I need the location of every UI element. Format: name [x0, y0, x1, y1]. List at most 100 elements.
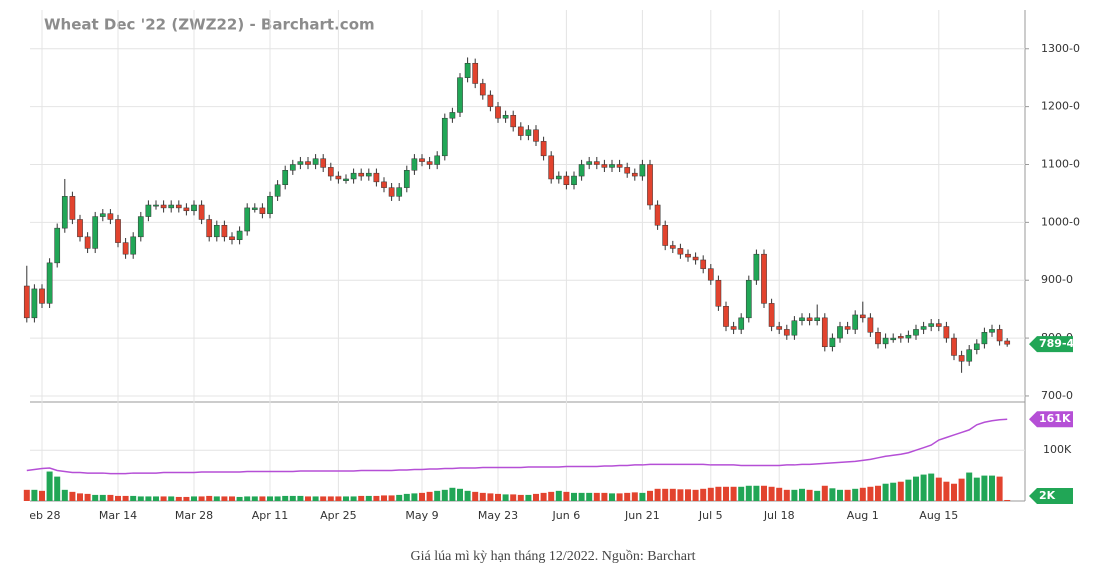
candle-body — [175, 204, 182, 209]
y-tick-label: 1200-0 — [1041, 100, 1080, 113]
volume-bar — [776, 487, 783, 501]
volume-bar — [198, 496, 205, 501]
volume-bar — [593, 492, 600, 501]
volume-bar — [616, 493, 623, 501]
candle-body — [951, 337, 957, 356]
candle-body — [441, 117, 448, 157]
volume-bar — [107, 494, 114, 501]
candle-body — [745, 279, 752, 319]
volume-bar — [966, 472, 973, 501]
candle-body — [981, 332, 988, 345]
volume-bar — [753, 485, 760, 501]
volume-bar — [403, 493, 410, 501]
volume-bar — [624, 492, 631, 501]
candle-body — [107, 213, 114, 220]
volume-bar — [973, 477, 980, 501]
volume-bar — [913, 476, 919, 501]
volume-bar — [951, 483, 957, 501]
volume-bar — [1004, 499, 1011, 501]
candle-body — [358, 172, 365, 177]
volume-bar — [244, 496, 251, 501]
candle-body — [578, 164, 585, 177]
volume-bar — [160, 496, 167, 501]
x-tick-label: May 9 — [405, 509, 438, 522]
candle-body — [289, 164, 296, 171]
volume-bar — [495, 493, 501, 501]
volume-bar — [282, 495, 289, 501]
volume-bar — [563, 491, 570, 501]
candle-body — [609, 164, 615, 168]
volume-bar — [472, 491, 479, 501]
volume-tick-label: 100K — [1043, 443, 1072, 456]
candle-body — [647, 164, 653, 206]
volume-bar — [426, 491, 433, 501]
candle-body — [426, 161, 433, 165]
volume-bar — [130, 495, 137, 501]
volume-bar — [548, 491, 555, 501]
candle-body — [685, 253, 691, 258]
candle-body — [198, 204, 205, 220]
candle-body — [365, 172, 372, 177]
volume-bar — [267, 496, 273, 501]
x-tick-label: Apr 11 — [252, 509, 289, 522]
volume-bar — [312, 496, 319, 501]
last-price-tag — [1029, 336, 1073, 353]
x-tick-label: Mar 28 — [175, 509, 213, 522]
volume-bar — [411, 493, 418, 501]
volume-bar — [84, 493, 91, 501]
y-tick-label: 1300-0 — [1041, 42, 1080, 55]
caption: Giá lúa mì kỳ hạn tháng 12/2022. Nguồn: … — [411, 549, 696, 564]
volume-bar — [700, 488, 707, 501]
candle-body — [69, 196, 76, 220]
candle-body — [730, 326, 737, 330]
volume-bar — [806, 489, 813, 501]
candle-body — [616, 164, 623, 168]
open-interest-line — [26, 418, 1008, 475]
volume-bar — [441, 489, 448, 501]
volume-bar — [882, 483, 889, 501]
candle-body — [890, 337, 897, 341]
candle-body — [115, 219, 121, 243]
candle-body — [715, 279, 722, 307]
y-tick-label: 1000-0 — [1041, 215, 1080, 228]
candle-body — [859, 314, 866, 319]
x-tick-label: Aug 1 — [847, 509, 879, 522]
volume-bar — [229, 496, 235, 501]
volume-bar — [115, 495, 121, 501]
candle-body — [662, 225, 669, 246]
candle-body — [464, 62, 471, 78]
volume-bar — [555, 490, 562, 501]
candle-body — [669, 245, 676, 249]
candle-body — [472, 62, 479, 84]
volume-bar — [259, 496, 266, 501]
candle-body — [571, 175, 577, 185]
volume-bar — [183, 496, 190, 501]
volume-bar — [502, 494, 509, 501]
candle-body — [449, 112, 456, 119]
volume-bar — [122, 495, 129, 501]
candle-body — [267, 196, 273, 214]
candle-body — [882, 337, 889, 345]
volume-bar — [297, 495, 304, 501]
volume-bar — [943, 481, 950, 501]
candle-body — [183, 207, 190, 212]
candle-body — [768, 303, 775, 327]
volume-bar — [677, 489, 684, 501]
candle-body — [61, 196, 68, 229]
candle-body — [388, 187, 395, 197]
volume-bar — [875, 485, 881, 501]
x-tick-label: Feb 28 — [24, 509, 61, 522]
volume-bar — [61, 489, 68, 501]
candle-body — [692, 256, 699, 261]
volume-bar — [388, 495, 395, 501]
candle-body — [966, 349, 973, 362]
volume-bar — [586, 492, 593, 501]
candle-body — [373, 172, 380, 183]
candle-body — [54, 227, 61, 264]
volume-bar — [99, 494, 106, 501]
x-tick-label: Jun 6 — [552, 509, 581, 522]
volume-tag — [1029, 487, 1073, 504]
x-tick-label: Jun 21 — [624, 509, 660, 522]
volume-bar — [920, 474, 927, 501]
volume-bar — [449, 487, 456, 501]
